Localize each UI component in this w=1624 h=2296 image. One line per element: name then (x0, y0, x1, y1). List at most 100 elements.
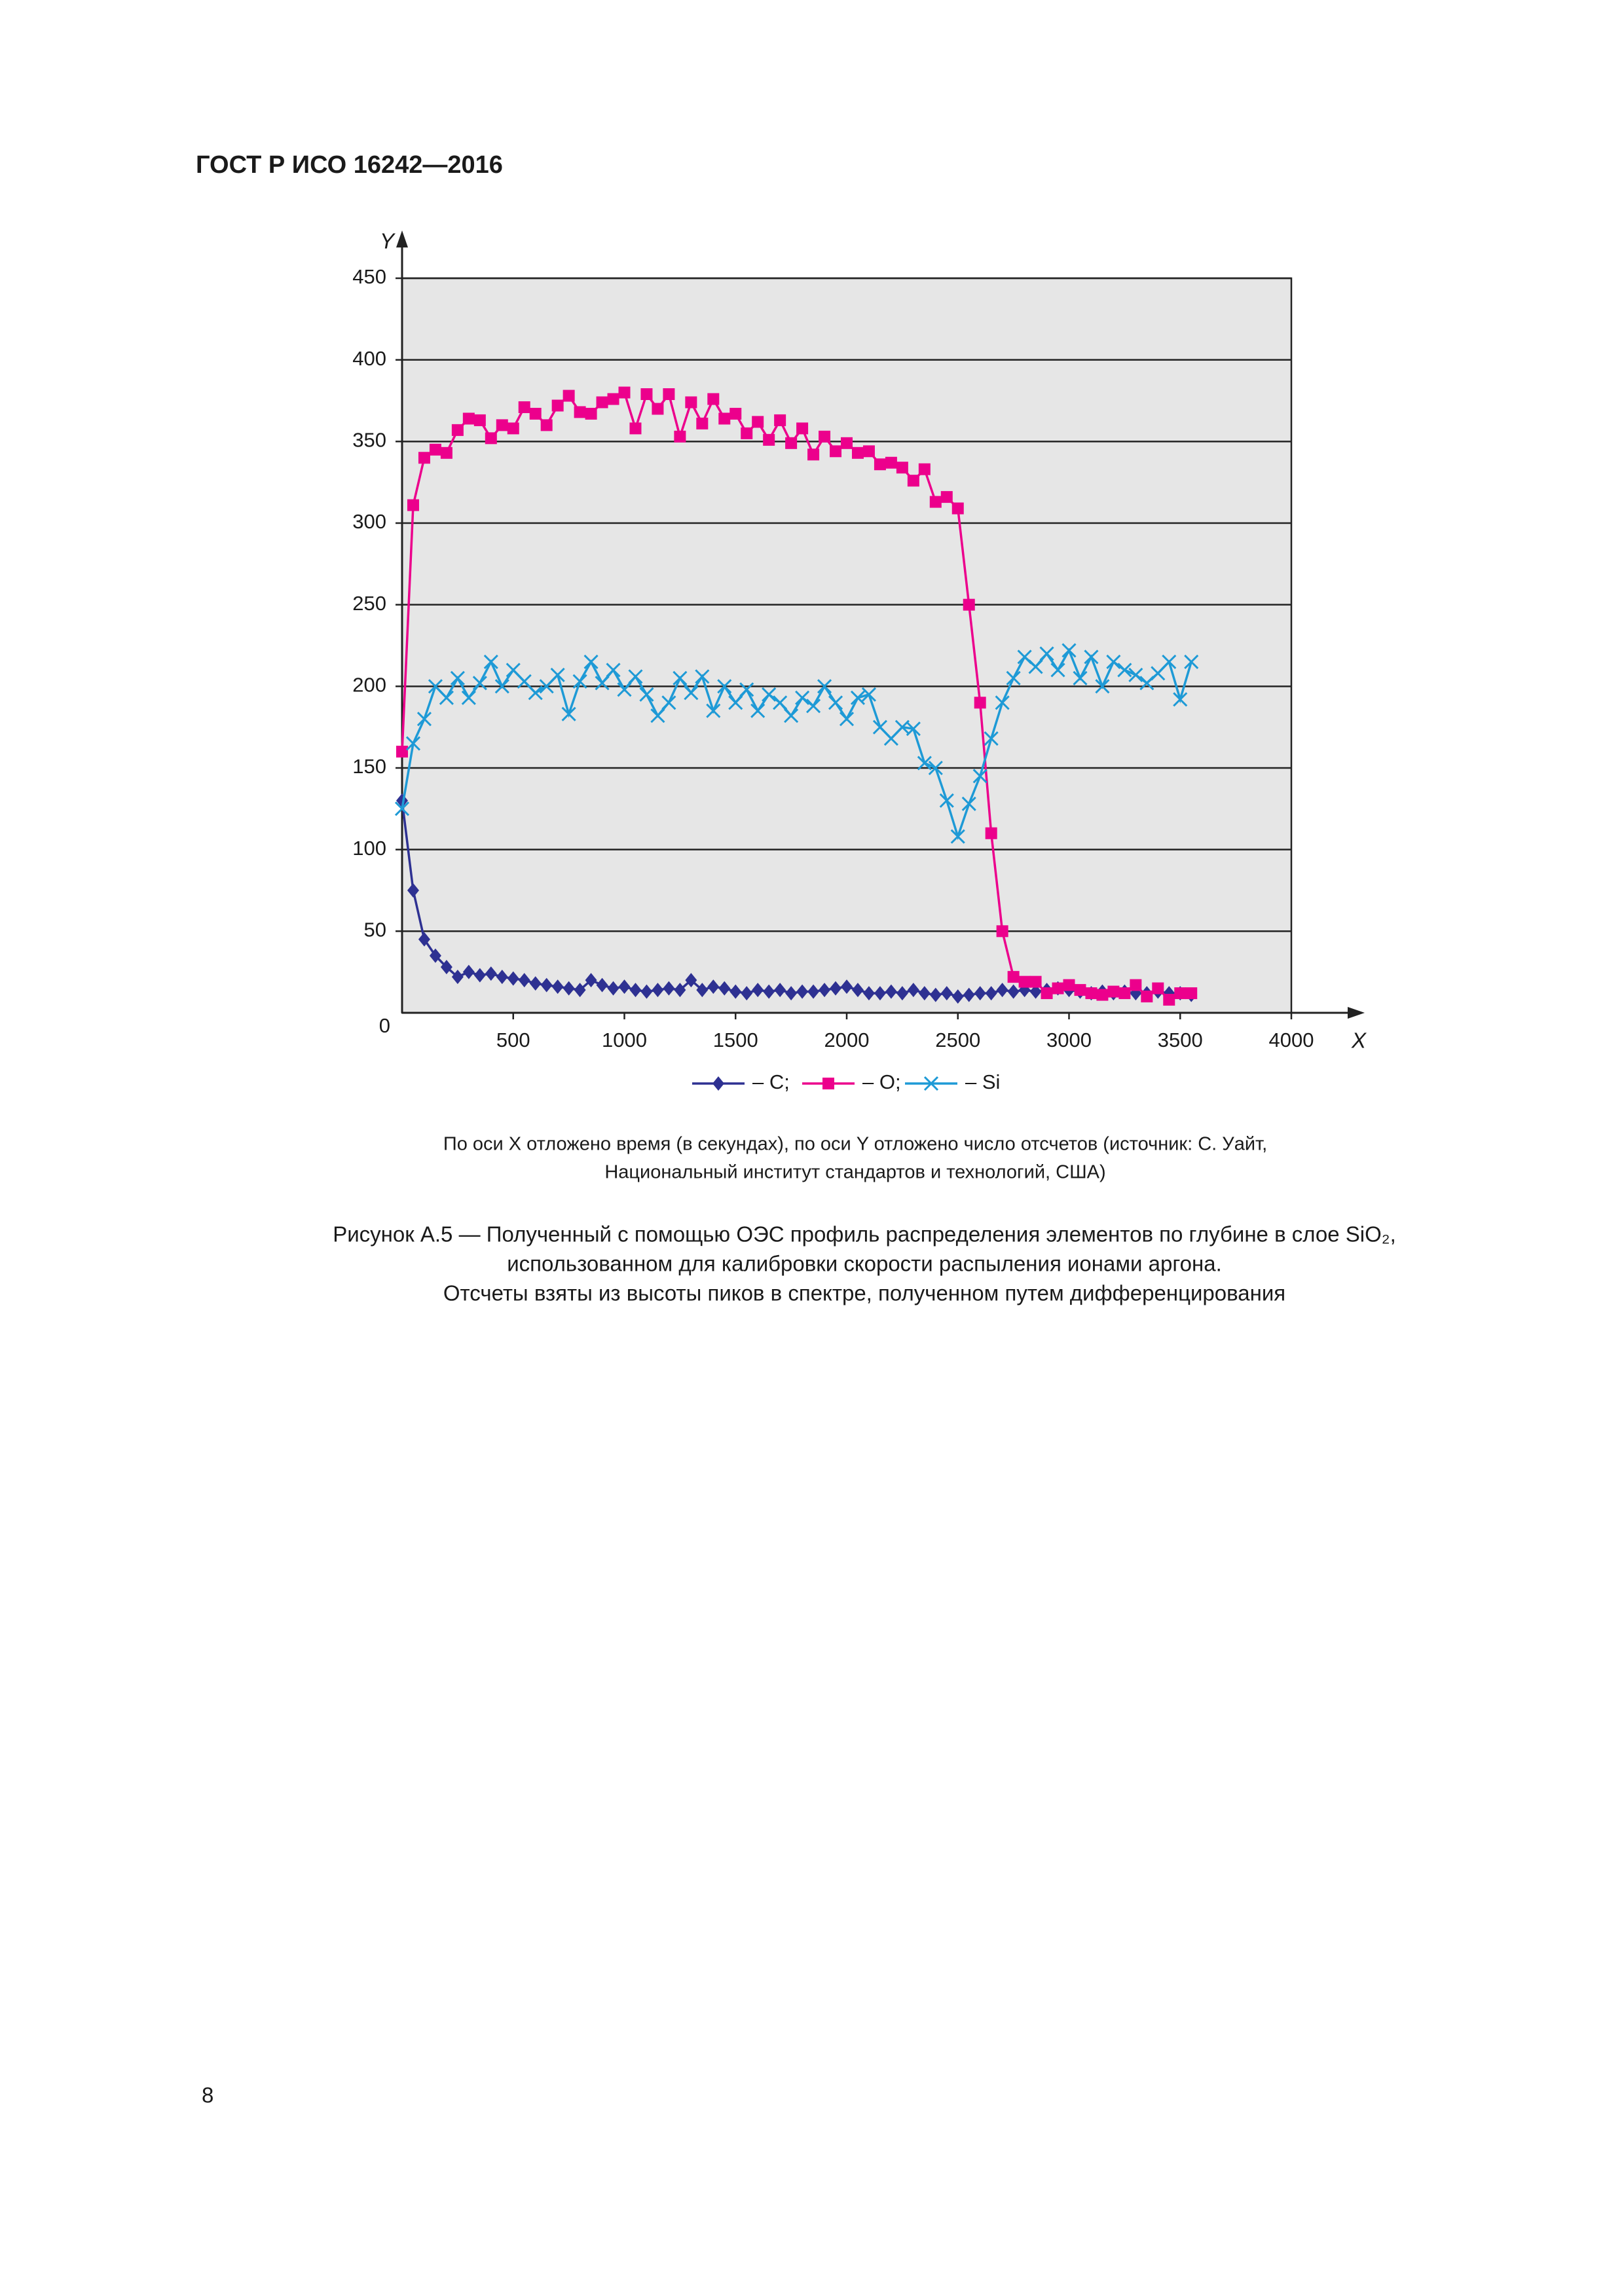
marker (451, 424, 464, 436)
marker (1173, 692, 1188, 707)
marker (984, 731, 999, 746)
marker (928, 760, 943, 776)
y-axis-label: Y (380, 229, 396, 253)
marker (1107, 985, 1120, 998)
marker (607, 981, 619, 996)
marker (407, 499, 419, 511)
marker (784, 708, 799, 723)
marker (1074, 984, 1086, 996)
marker (796, 422, 809, 435)
marker (1073, 670, 1088, 685)
marker (752, 416, 764, 428)
marker (418, 932, 430, 947)
marker (862, 445, 875, 458)
marker (596, 396, 608, 409)
marker (1041, 987, 1053, 1000)
marker (472, 676, 487, 691)
marker (696, 983, 709, 998)
marker (861, 687, 877, 702)
y-tick-label: 100 (352, 837, 386, 860)
marker (418, 452, 430, 464)
marker (394, 801, 410, 816)
marker (896, 462, 908, 474)
marker (640, 388, 653, 401)
marker (585, 973, 597, 988)
marker (1028, 659, 1043, 674)
marker (718, 981, 731, 996)
marker (663, 981, 675, 996)
marker (551, 399, 564, 412)
marker (963, 598, 975, 611)
marker (473, 414, 486, 426)
marker (540, 977, 553, 993)
marker (428, 679, 443, 694)
x-tick-label: 1000 (602, 1029, 647, 1051)
marker (1006, 670, 1021, 685)
marker (796, 984, 809, 999)
marker (507, 971, 519, 986)
marker (785, 437, 798, 449)
marker (923, 1076, 939, 1091)
marker (595, 676, 610, 691)
marker (872, 720, 887, 735)
marker (1039, 646, 1054, 661)
marker (1141, 991, 1153, 1003)
note-line: Национальный институт стандартов и техно… (604, 1162, 1105, 1183)
marker (450, 670, 465, 685)
marker (819, 983, 831, 998)
marker (851, 983, 864, 998)
marker (950, 829, 965, 844)
marker (874, 458, 886, 471)
marker (485, 432, 497, 445)
marker (763, 984, 775, 999)
marker (629, 422, 642, 435)
x-tick-label: 2000 (824, 1029, 870, 1051)
y-tick-label: 250 (352, 592, 386, 615)
marker (652, 983, 664, 998)
marker (822, 1078, 834, 1089)
marker (850, 690, 866, 705)
marker (661, 695, 676, 710)
caption-line: Рисунок А.5 — Полученный с помощью ОЭС п… (333, 1222, 1396, 1247)
marker (839, 712, 855, 727)
marker (728, 695, 743, 710)
legend-label: – C; (752, 1070, 790, 1093)
marker (1063, 979, 1075, 991)
marker (763, 433, 775, 446)
marker (918, 463, 931, 475)
marker (1130, 979, 1142, 991)
marker (696, 417, 709, 429)
marker (429, 443, 441, 456)
marker (685, 396, 697, 409)
marker (1096, 989, 1109, 1001)
marker (929, 496, 942, 508)
marker (517, 674, 532, 689)
marker (774, 414, 786, 426)
marker (1007, 971, 1020, 983)
marker (639, 687, 654, 702)
marker (1128, 667, 1143, 682)
marker (1061, 643, 1077, 658)
marker (674, 983, 686, 998)
marker (862, 986, 875, 1001)
marker (785, 986, 798, 1001)
marker (807, 984, 820, 999)
marker (483, 654, 498, 669)
x-tick-label: 3500 (1158, 1029, 1203, 1051)
marker (885, 984, 897, 999)
marker (729, 984, 742, 999)
marker (663, 388, 675, 401)
marker (750, 703, 766, 718)
marker (830, 981, 842, 996)
marker (518, 973, 530, 988)
legend-label: – O; (862, 1070, 901, 1093)
marker (462, 412, 475, 425)
marker (528, 685, 543, 701)
marker (518, 401, 530, 413)
marker (717, 679, 732, 694)
marker (1151, 666, 1166, 681)
marker (951, 502, 964, 515)
marker (773, 695, 788, 710)
marker (1085, 987, 1098, 1000)
y-tick-label: 200 (352, 674, 386, 697)
